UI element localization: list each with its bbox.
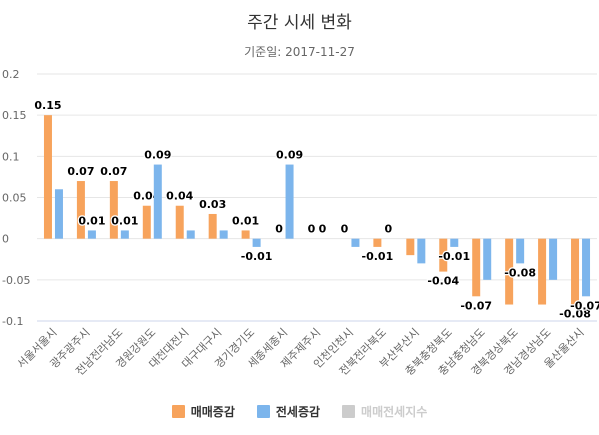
bar-sale (406, 238, 415, 256)
legend-swatch-sale (171, 405, 185, 418)
legend-item-jeonse[interactable]: 전세증감 (256, 403, 321, 420)
data-label: 0.15 (34, 99, 61, 112)
data-label: 0.07 (100, 165, 127, 178)
data-label: 0 (341, 223, 349, 236)
data-label: -0.08 (559, 308, 591, 321)
data-label: -0.08 (504, 266, 536, 279)
bar-jeonse (87, 230, 96, 239)
legend: 매매증감 전세증감 매매전세지수 (0, 403, 599, 420)
bar-sale (505, 238, 514, 305)
legend-swatch-index (342, 405, 356, 418)
bar-jeonse (219, 230, 228, 239)
data-label: -0.01 (438, 250, 470, 263)
bar-sale (76, 181, 85, 239)
data-label: -0.04 (427, 275, 459, 288)
data-label: 0.01 (232, 214, 259, 227)
data-label: 0 (275, 223, 283, 236)
data-label: 0 (308, 223, 316, 236)
data-label: 0.01 (78, 214, 105, 227)
y-tick-label: 0.15 (2, 109, 27, 122)
chart-subtitle: 기준일: 2017-11-27 (244, 45, 355, 59)
bar-jeonse (351, 238, 360, 247)
bar-jeonse (582, 238, 591, 297)
bar-sale (109, 181, 118, 239)
data-label: 0 (385, 223, 393, 236)
data-label: -0.01 (362, 250, 394, 263)
bar-jeonse (285, 164, 294, 239)
bar-sale (538, 238, 547, 305)
bar-jeonse (417, 238, 426, 264)
bar-jeonse (153, 164, 162, 239)
data-label: 0.04 (166, 190, 193, 203)
y-tick-label: 0.05 (2, 192, 27, 205)
bar-sale (373, 238, 382, 247)
y-tick-label: -0.05 (2, 274, 30, 287)
bar-jeonse (549, 238, 558, 280)
legend-label-index: 매매전세지수 (361, 405, 428, 419)
bar-jeonse (450, 238, 459, 247)
bar-jeonse (120, 230, 129, 239)
data-label: 0.09 (144, 149, 171, 162)
legend-item-index[interactable]: 매매전세지수 (342, 403, 427, 420)
bar-jeonse (483, 238, 492, 280)
bar-sale (43, 115, 52, 239)
bar-sale (472, 238, 481, 297)
bar-sale (241, 230, 250, 239)
bar-sale (175, 205, 184, 239)
bar-sale (142, 205, 151, 239)
data-label: 0.01 (111, 214, 138, 227)
bar-sale (208, 213, 217, 239)
data-label: -0.01 (241, 250, 273, 263)
data-label: 0.07 (67, 165, 94, 178)
bar-jeonse (186, 230, 195, 239)
y-tick-label: 0.2 (2, 68, 20, 81)
bar-jeonse (516, 238, 525, 264)
bar-sale (439, 238, 448, 272)
bar-jeonse (252, 238, 261, 247)
legend-label-jeonse: 전세증감 (275, 405, 321, 419)
bar-sale (571, 238, 580, 305)
bar-jeonse (54, 189, 63, 239)
data-label: -0.07 (460, 299, 492, 312)
data-label: -0.07 (570, 299, 599, 312)
data-label: 0.09 (276, 149, 303, 162)
legend-item-sale[interactable]: 매매증감 (171, 403, 235, 420)
legend-label-sale: 매매증감 (190, 405, 235, 419)
y-tick-label: -0.1 (2, 315, 23, 328)
chart-title: 주간 시세 변화 (247, 13, 352, 33)
legend-swatch-jeonse (256, 405, 270, 418)
y-tick-label: 0 (2, 233, 9, 246)
data-label: 0.03 (199, 198, 226, 211)
y-tick-label: 0.1 (2, 150, 20, 163)
data-label: 0 (319, 223, 327, 236)
